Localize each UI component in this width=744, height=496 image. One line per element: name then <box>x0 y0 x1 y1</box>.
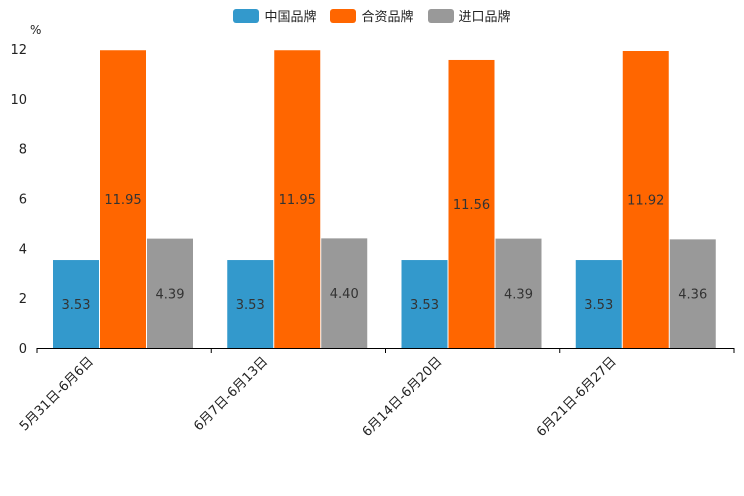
y-tick-label: 2 <box>19 292 27 307</box>
x-tick-label: 6月21日-6月27日 <box>534 354 620 440</box>
y-tick-label: 12 <box>10 43 27 58</box>
bar-value-label: 3.53 <box>410 298 439 313</box>
y-tick-label: 8 <box>19 143 27 158</box>
bar-import-brand <box>495 238 542 348</box>
legend-item-joint-venture-brand[interactable]: 合资品牌 <box>330 6 414 25</box>
bar-value-label: 4.40 <box>330 287 359 302</box>
bar-import-brand <box>321 238 368 348</box>
bar-china-brand <box>575 260 622 348</box>
y-tick-label: 6 <box>19 193 27 208</box>
bar-value-label: 3.53 <box>584 298 613 313</box>
y-tick-label: 4 <box>19 242 27 257</box>
bar-china-brand <box>401 260 448 348</box>
chart-bars: 3.53 11.95 4.39 3.53 11.95 4.40 3.53 11.56 4.39 3… <box>53 50 716 349</box>
legend-swatch-import-brand <box>427 8 454 23</box>
bar-import-brand <box>669 239 716 348</box>
bar-china-brand <box>227 260 274 348</box>
legend-label-joint-venture-brand: 合资品牌 <box>361 10 414 25</box>
x-tick-label: 6月14日-6月20日 <box>360 354 446 440</box>
bar-value-label: 3.53 <box>62 298 91 313</box>
bar-joint-venture-brand <box>274 50 321 348</box>
bar-value-label: 4.36 <box>678 288 707 303</box>
x-tick-label: 6月7日-6月13日 <box>191 354 271 434</box>
legend-label-china-brand: 中国品牌 <box>264 10 317 25</box>
bar-value-label: 11.56 <box>453 198 490 213</box>
legend-swatch-china-brand <box>233 8 260 23</box>
bar-joint-venture-brand <box>622 50 669 348</box>
bar-value-label: 4.39 <box>504 287 533 302</box>
legend-label-import-brand: 进口品牌 <box>458 10 511 25</box>
bar-china-brand <box>53 260 99 348</box>
bar-value-label: 4.39 <box>156 287 185 302</box>
x-tick-label: 5月31日-6月6日 <box>17 354 97 434</box>
bar-joint-venture-brand <box>448 59 495 349</box>
bar-joint-venture-brand <box>100 50 146 348</box>
y-tick-label: 10 <box>10 93 27 108</box>
y-tick-label: 0 <box>19 342 27 357</box>
legend-item-china-brand[interactable]: 中国品牌 <box>233 6 316 25</box>
legend-swatch-joint-venture-brand <box>330 8 357 23</box>
chart-legend: 中国品牌 合资品牌 进口品牌 <box>0 6 744 25</box>
legend-item-import-brand[interactable]: 进口品牌 <box>427 6 511 25</box>
bar-import-brand <box>147 238 193 348</box>
bar-value-label: 11.92 <box>627 193 664 208</box>
y-axis-unit-label: % <box>30 23 41 37</box>
bar-value-label: 11.95 <box>279 193 316 208</box>
bar-value-label: 3.53 <box>236 298 265 313</box>
bar-value-label: 11.95 <box>104 193 141 208</box>
